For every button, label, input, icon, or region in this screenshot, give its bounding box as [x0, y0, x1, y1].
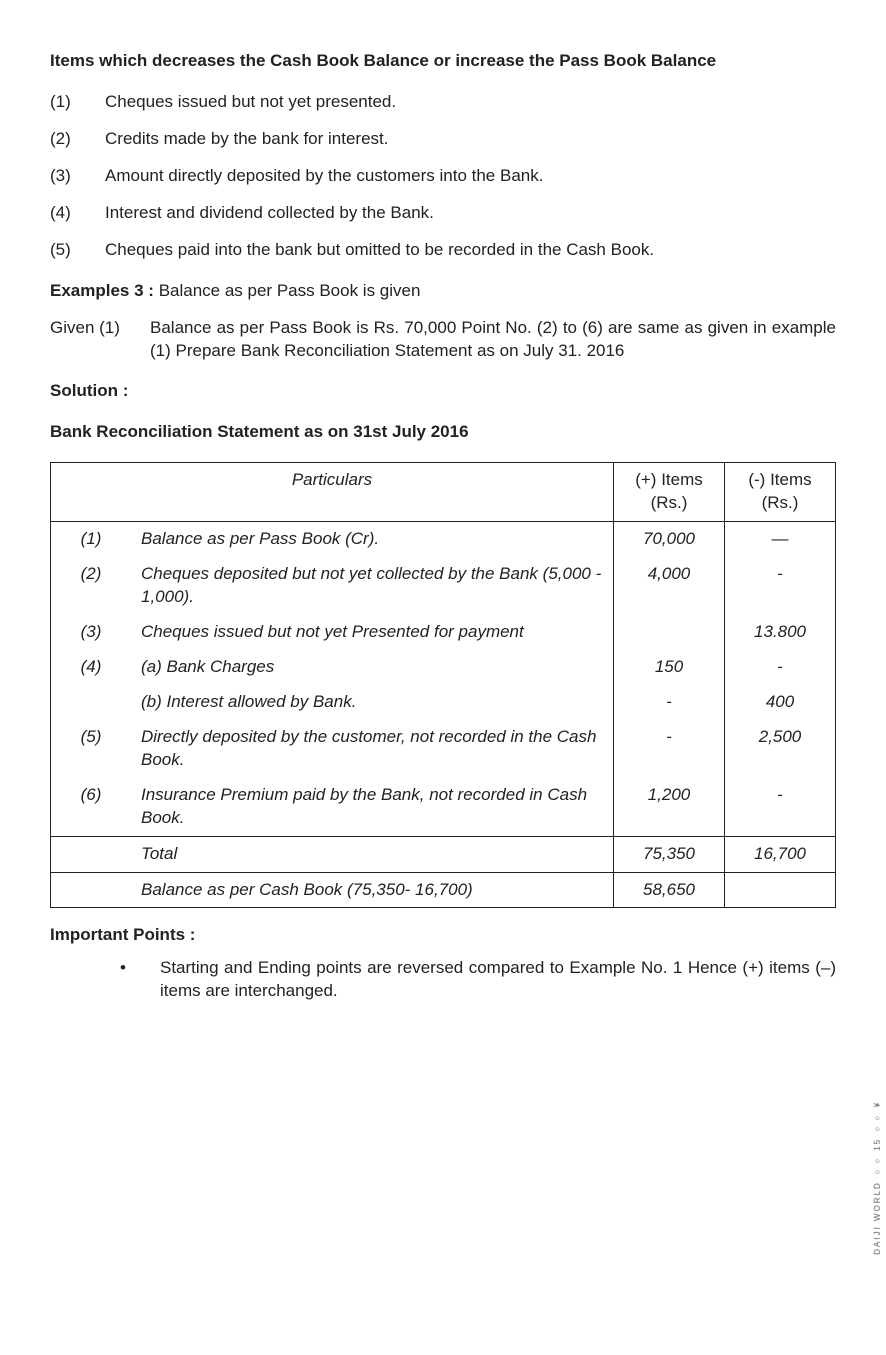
balance-row: Balance as per Cash Book (75,350- 16,700…	[51, 872, 836, 908]
table-row: (4) (a) Bank Charges 150 -	[51, 650, 836, 685]
list-text: Cheques paid into the bank but omitted t…	[105, 239, 836, 262]
row-desc: Insurance Premium paid by the Bank, not …	[131, 778, 614, 836]
col-particulars: Particulars	[51, 463, 614, 522]
side-watermark: DAIJI WORLD ○○ 15 ○○ ¥	[873, 1101, 884, 1255]
row-plus: -	[614, 685, 725, 720]
balance-num	[51, 872, 132, 908]
row-plus: -	[614, 720, 725, 778]
statement-heading: Bank Reconciliation Statement as on 31st…	[50, 421, 836, 444]
example-text: Balance as per Pass Book is given	[159, 281, 421, 300]
list-item: (1) Cheques issued but not yet presented…	[50, 91, 836, 114]
list-item: (5) Cheques paid into the bank but omitt…	[50, 239, 836, 262]
total-plus: 75,350	[614, 836, 725, 872]
table-row: (b) Interest allowed by Bank. - 400	[51, 685, 836, 720]
balance-plus: 58,650	[614, 872, 725, 908]
balance-minus	[725, 872, 836, 908]
row-desc: Balance as per Pass Book (Cr).	[131, 522, 614, 557]
row-minus: -	[725, 650, 836, 685]
table-row: (2) Cheques deposited but not yet collec…	[51, 557, 836, 615]
total-row: Total 75,350 16,700	[51, 836, 836, 872]
row-plus	[614, 615, 725, 650]
row-desc: (a) Bank Charges	[131, 650, 614, 685]
list-number: (5)	[50, 239, 105, 262]
total-minus: 16,700	[725, 836, 836, 872]
total-num	[51, 836, 132, 872]
row-plus: 1,200	[614, 778, 725, 836]
table-row: (5) Directly deposited by the customer, …	[51, 720, 836, 778]
row-desc: Directly deposited by the customer, not …	[131, 720, 614, 778]
bullet-text: Starting and Ending points are reversed …	[160, 957, 836, 1003]
list-number: (3)	[50, 165, 105, 188]
row-plus: 4,000	[614, 557, 725, 615]
row-num: (2)	[51, 557, 132, 615]
row-minus: -	[725, 778, 836, 836]
list-text: Credits made by the bank for interest.	[105, 128, 836, 151]
list-number: (4)	[50, 202, 105, 225]
row-num	[51, 685, 132, 720]
total-label: Total	[131, 836, 614, 872]
row-desc: Cheques deposited but not yet collected …	[131, 557, 614, 615]
row-desc: (b) Interest allowed by Bank.	[131, 685, 614, 720]
col-minus: (-) Items (Rs.)	[725, 463, 836, 522]
col-plus: (+) Items (Rs.)	[614, 463, 725, 522]
row-num: (4)	[51, 650, 132, 685]
balance-label: Balance as per Cash Book (75,350- 16,700…	[131, 872, 614, 908]
given-text: Balance as per Pass Book is Rs. 70,000 P…	[150, 317, 836, 363]
table-row: (3) Cheques issued but not yet Presented…	[51, 615, 836, 650]
list-number: (2)	[50, 128, 105, 151]
section-heading: Items which decreases the Cash Book Bala…	[50, 50, 836, 73]
table-row: (6) Insurance Premium paid by the Bank, …	[51, 778, 836, 836]
row-minus: -	[725, 557, 836, 615]
list-item: (3) Amount directly deposited by the cus…	[50, 165, 836, 188]
row-minus: —	[725, 522, 836, 557]
list-number: (1)	[50, 91, 105, 114]
example-line: Examples 3 : Balance as per Pass Book is…	[50, 280, 836, 303]
row-minus: 13.800	[725, 615, 836, 650]
list-item: (4) Interest and dividend collected by t…	[50, 202, 836, 225]
bullet-row: • Starting and Ending points are reverse…	[120, 957, 836, 1003]
row-num: (3)	[51, 615, 132, 650]
row-num: (1)	[51, 522, 132, 557]
given-row: Given (1) Balance as per Pass Book is Rs…	[50, 317, 836, 363]
list-text: Interest and dividend collected by the B…	[105, 202, 836, 225]
given-label: Given (1)	[50, 317, 150, 363]
list-text: Cheques issued but not yet presented.	[105, 91, 836, 114]
example-label: Examples 3 :	[50, 281, 154, 300]
row-minus: 2,500	[725, 720, 836, 778]
row-minus: 400	[725, 685, 836, 720]
row-plus: 70,000	[614, 522, 725, 557]
row-desc: Cheques issued but not yet Presented for…	[131, 615, 614, 650]
solution-label: Solution :	[50, 380, 836, 403]
bullet-icon: •	[120, 957, 160, 1003]
table-row: (1) Balance as per Pass Book (Cr). 70,00…	[51, 522, 836, 557]
list-text: Amount directly deposited by the custome…	[105, 165, 836, 188]
row-num: (6)	[51, 778, 132, 836]
list-item: (2) Credits made by the bank for interes…	[50, 128, 836, 151]
reconciliation-table: Particulars (+) Items (Rs.) (-) Items (R…	[50, 462, 836, 908]
important-label: Important Points :	[50, 924, 836, 947]
row-num: (5)	[51, 720, 132, 778]
row-plus: 150	[614, 650, 725, 685]
